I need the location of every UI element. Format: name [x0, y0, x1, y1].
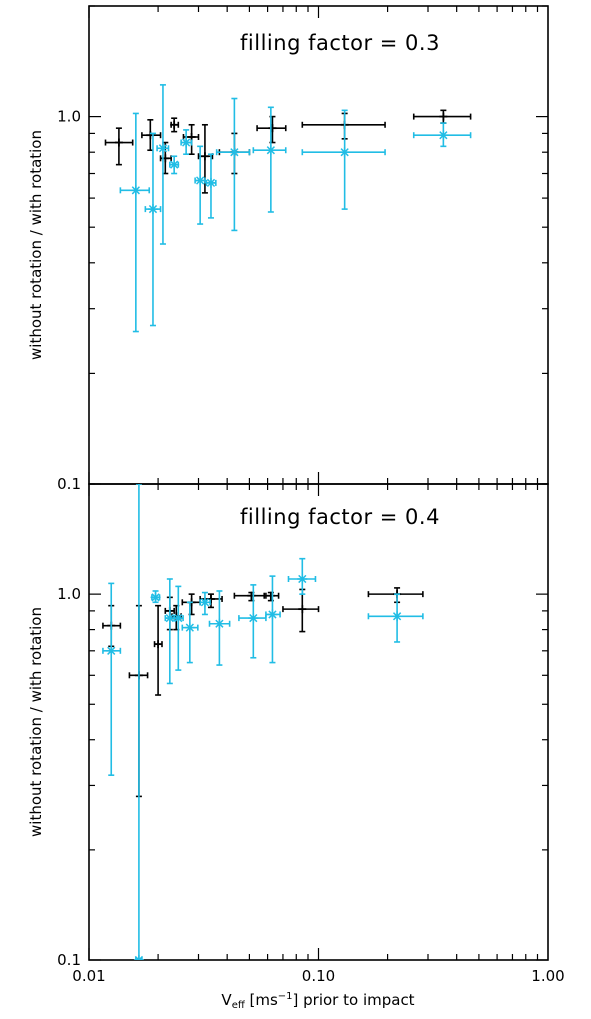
data-point-cyan [215, 97, 251, 232]
data-point-black [412, 109, 472, 124]
asterisk-marker [165, 613, 174, 623]
data-point-cyan [169, 155, 180, 175]
panel-bottom-ticks: 0.1 1.0 0.01 0.10 1.00 [57, 483, 565, 985]
asterisk-marker [182, 138, 191, 147]
x-axis-label-v: V [221, 991, 232, 1009]
data-point-black [104, 127, 134, 166]
panel-top-ticks: 0.1 1.0 [57, 5, 548, 493]
data-point-cyan [301, 109, 386, 210]
data-point-black [233, 591, 267, 602]
data-point-cyan [287, 557, 317, 595]
data-point-black [282, 588, 320, 633]
x-axis-label-sup: −1 [278, 991, 293, 1002]
data-point-cyan [252, 106, 287, 213]
asterisk-marker [148, 204, 158, 214]
asterisk-marker [151, 593, 160, 602]
panel-top-series [104, 84, 472, 333]
x-axis-label-sub: eff [232, 1000, 246, 1011]
asterisk-marker [134, 955, 140, 960]
asterisk-marker [185, 623, 194, 632]
asterisk-marker [230, 148, 239, 157]
asterisk-marker [107, 646, 116, 655]
x-axis-label-tail: ] prior to impact [293, 991, 415, 1009]
asterisk-marker [196, 176, 205, 185]
panel-top-frame [88, 5, 549, 485]
data-point-black [170, 117, 180, 133]
panel-bottom-ylabel: without rotation / with rotation [27, 607, 45, 837]
data-point-cyan [412, 122, 472, 148]
data-point-cyan [205, 153, 217, 219]
x-tick-label: 0.01 [72, 967, 105, 985]
x-axis-label: Veff [ms−1] prior to impact [221, 991, 414, 1011]
panel-top-ylabel: without rotation / with rotation [27, 130, 45, 360]
panel-bottom-title: filling factor = 0.4 [240, 505, 440, 529]
panel-filling-0-4: filling factor = 0.4 without rotation / … [27, 483, 565, 985]
asterisk-marker [266, 146, 275, 155]
data-point-cyan [144, 132, 162, 327]
x-axis-label-unit: [ms [245, 991, 278, 1009]
panel-bottom-frame [88, 483, 549, 961]
asterisk-marker [131, 186, 140, 195]
data-point-cyan [150, 590, 161, 604]
asterisk-marker [174, 613, 183, 623]
asterisk-marker [268, 610, 277, 619]
x-tick-label: 0.10 [302, 967, 335, 985]
asterisk-marker [439, 131, 448, 140]
data-point-black [263, 591, 280, 602]
panel-top-title: filling factor = 0.3 [240, 31, 440, 55]
data-point-cyan [208, 590, 231, 666]
data-point-cyan [180, 129, 193, 156]
data-point-black [153, 604, 163, 696]
asterisk-marker [206, 178, 216, 188]
data-point-cyan [164, 578, 175, 685]
asterisk-marker [249, 613, 258, 623]
data-point-cyan [265, 575, 281, 664]
y-tick-label: 1.0 [57, 585, 81, 603]
data-point-cyan [119, 112, 151, 333]
data-point-black [301, 112, 386, 140]
data-point-cyan [102, 582, 122, 776]
asterisk-marker [215, 619, 224, 628]
data-point-cyan [173, 585, 184, 671]
x-tick-label: 1.00 [531, 967, 564, 985]
asterisk-marker [158, 144, 168, 153]
data-point-black [181, 593, 201, 616]
data-point-black [141, 119, 162, 152]
data-point-cyan [367, 593, 424, 643]
asterisk-marker [200, 598, 210, 607]
y-tick-label: 1.0 [57, 108, 81, 126]
asterisk-marker [137, 955, 144, 960]
asterisk-marker [392, 612, 402, 621]
data-point-cyan [194, 145, 206, 225]
panel-bottom-series [102, 484, 424, 960]
y-tick-label: 0.1 [57, 475, 81, 493]
data-point-black [367, 587, 424, 604]
asterisk-marker [170, 160, 179, 169]
data-point-cyan [133, 484, 144, 960]
data-point-cyan [181, 601, 199, 664]
data-point-cyan [199, 591, 211, 616]
panel-filling-0-3: filling factor = 0.3 without rotation / … [27, 5, 549, 493]
asterisk-marker [340, 148, 349, 157]
asterisk-marker [298, 574, 307, 584]
y-tick-label: 0.1 [57, 951, 81, 969]
data-point-cyan [156, 84, 170, 245]
